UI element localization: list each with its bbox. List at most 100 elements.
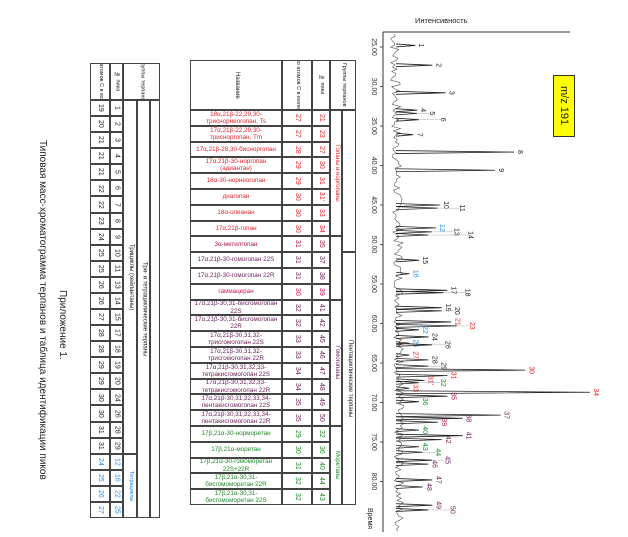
peak-label: 48 [425,483,432,491]
carbon-count-cell: 28 [90,341,110,358]
peak-number-cell: 17 [110,325,123,342]
peak-number-cell: 50 [312,410,330,426]
peak [395,290,444,295]
peak-label: 36 [421,398,428,406]
peak-label: 27 [412,351,419,359]
carbon-count-cell: 33 [282,331,312,347]
peak-number-cell: 39 [312,283,330,300]
peak-label: 26 [443,341,450,349]
peak-label: 6 [439,118,446,122]
peak-label: 14 [467,231,474,239]
peak [395,458,433,463]
peak [395,420,439,425]
peak-number-cell: 29 [110,437,123,454]
peak-number-cell: 11 [110,260,123,277]
carbon-count-cell: 25 [90,260,110,277]
peak-number-cell: 2 [110,116,123,133]
peak [395,132,414,137]
group-tetracyclic: Тетрациклы [123,453,137,518]
peak [395,485,423,489]
carbon-count-cell: 29 [90,373,110,390]
compound-name-cell: 17β,21α-30-норморетан [190,426,282,442]
group-spacer [342,110,356,253]
compound-name-cell: 18α-30-норнеогопан [190,173,282,189]
carbon-count-cell: 26 [90,292,110,309]
compound-name-cell: 17β,21α-30,31-бисгомоморетан 22S [190,489,282,505]
carbon-count-cell: 29 [90,357,110,374]
peak-number-cell: 32 [312,426,330,442]
peak-label: 34 [592,388,599,396]
carbon-count-cell: 32 [282,299,312,316]
carbon-count-cell: 20 [90,116,110,133]
peak-number-cell: 28 [110,421,123,438]
peak [395,450,423,455]
carbon-count-cell: 35 [282,394,312,411]
x-tick-label: 35.00 [370,117,377,135]
compound-name-cell: 17α,21β-30,31,32,33,34-пентакисгомогопан… [190,394,282,411]
carbon-count-cell: 21 [90,132,110,149]
peak-label: 25 [412,339,419,347]
carbon-count-cell: 30 [282,189,312,205]
peak-label: 44 [434,448,441,456]
peak [395,390,591,395]
peak-number-cell: 30 [312,157,330,174]
peak-label: 4 [419,108,426,112]
peak-number-cell: 13 [110,276,123,293]
intensity-axis-label: Интенсивность [415,16,468,25]
peak-label: 42 [444,436,451,444]
peak-label: 33 [412,384,419,392]
peak-number-cell: 14 [110,292,123,309]
peak-label: 2 [434,63,441,67]
caption-subtitle: Типовая масс-хроматограмма терпанов и та… [37,140,48,480]
compound-name-cell: 17α,21β-28,30-бисноргопан [190,141,282,158]
peak-label: 46 [431,460,438,468]
peak-number-cell: 46 [312,347,330,363]
peak [395,320,452,324]
carbon-count-cell: 31 [282,457,312,474]
x-tick-label: 55.00 [370,275,377,293]
peak [395,413,501,418]
carbon-count-cell: 29 [282,426,312,442]
carbon-count-cell: 31 [282,268,312,284]
carbon-count-cell: 31 [90,437,110,454]
peak-number-cell: 42 [312,315,330,332]
peak [395,368,526,373]
peak [395,428,420,433]
compound-name-cell: 17β,21α-30-гомоморетан 22S+22R [190,457,282,474]
peak [395,203,440,207]
peak [395,386,410,391]
peak-number-cell: 19 [110,357,123,374]
caption-title: Приложение 1. [57,290,68,360]
peak-label: 11 [458,205,465,212]
carbon-count-cell: 32 [282,473,312,490]
peak-number-cell: 22 [110,485,123,502]
peak [395,508,429,512]
carbon-count-cell: 35 [282,410,312,426]
peak-number-cell: 8 [110,212,123,229]
peak-label: 43 [421,443,428,451]
peak-label: 47 [434,476,441,484]
mz-label: m/z 191 [553,75,575,137]
carbon-count-cell: 30 [282,283,312,300]
peak [395,323,458,328]
compound-name-cell: 17α,21β-гопан [190,220,282,237]
carbon-count-cell: 27 [90,309,110,326]
compound-name-cell: 17α,21β-30,31,32,33,34-пентакисгомогопан… [190,410,282,426]
peak-label: 38 [465,414,472,422]
carbon-count-cell: 25 [90,469,110,486]
peak-label: 31 [450,372,457,380]
carbon-count-cell: 28 [282,141,312,158]
x-tick-label: 80.00 [370,473,377,491]
carbon-count-cell: 30 [282,441,312,458]
peak-label: 50 [449,506,456,514]
peak-number-cell: 49 [312,394,330,411]
group-empty [330,236,342,300]
peak-number-cell: 33 [312,204,330,221]
peak-number-cell: 27 [312,141,330,158]
peak-label: 12 [438,224,445,232]
carbon-count-cell: 31 [282,252,312,268]
peak-label: 10 [442,201,449,209]
peak-label: 17 [450,286,457,294]
peak [395,437,442,442]
